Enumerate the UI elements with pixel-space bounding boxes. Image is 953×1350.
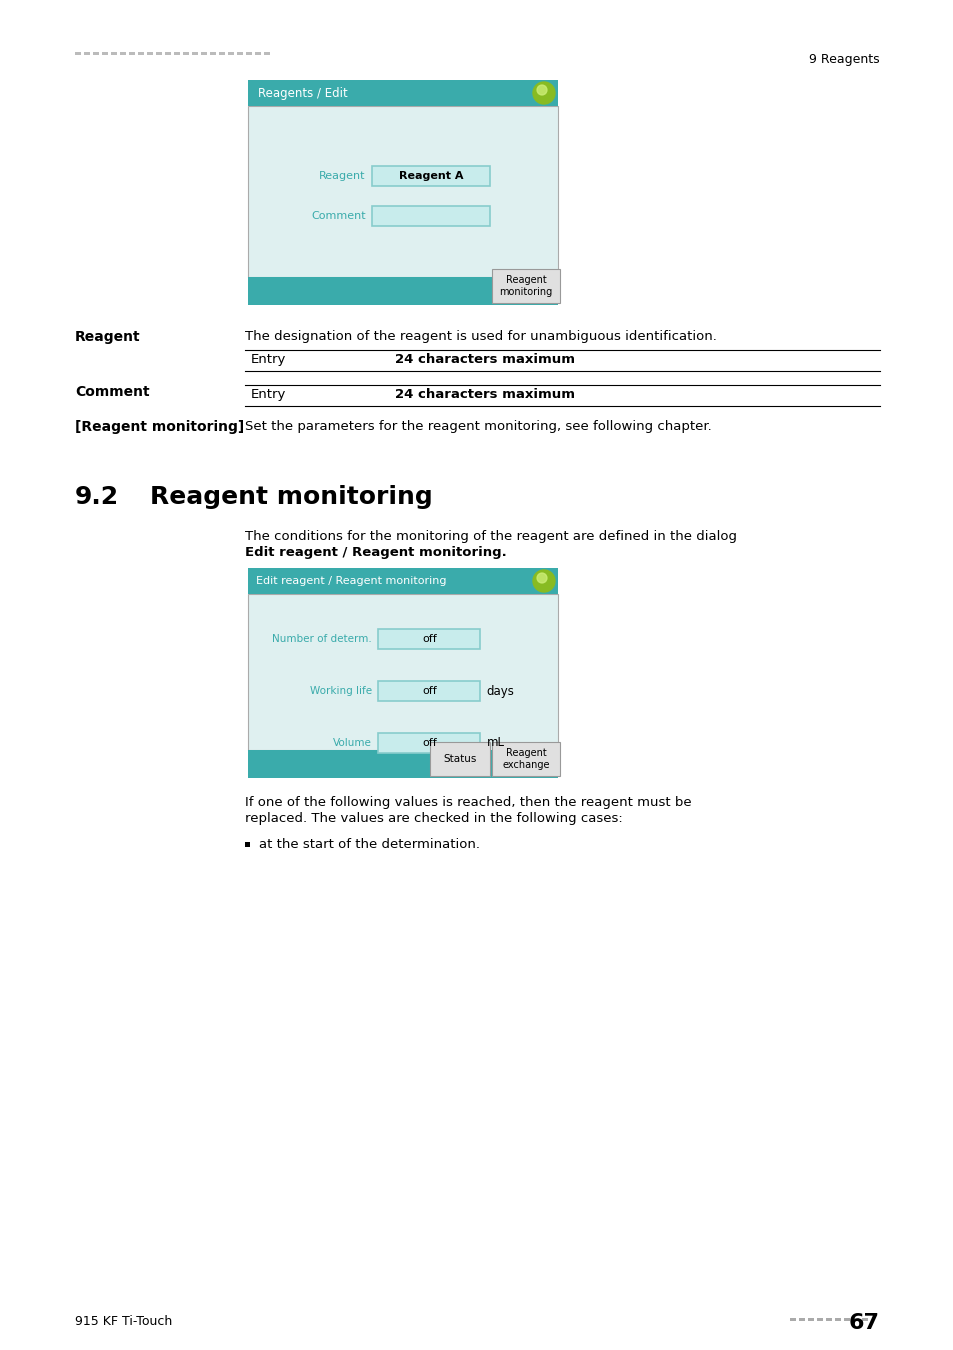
Text: Reagents / Edit: Reagents / Edit	[257, 86, 348, 100]
Text: replaced. The values are checked in the following cases:: replaced. The values are checked in the …	[245, 811, 622, 825]
Bar	[430, 743, 490, 776]
Bar	[156, 53, 162, 55]
Bar	[377, 733, 480, 753]
Text: off: off	[421, 738, 436, 748]
Bar	[228, 53, 233, 55]
Bar	[799, 1318, 804, 1322]
Bar	[183, 53, 189, 55]
Bar	[377, 629, 480, 649]
Bar	[102, 53, 108, 55]
Text: If one of the following values is reached, then the reagent must be: If one of the following values is reache…	[245, 796, 691, 809]
Bar	[138, 53, 144, 55]
Bar	[807, 1318, 813, 1322]
Bar	[372, 166, 489, 186]
Bar	[825, 1318, 831, 1322]
Bar	[165, 53, 171, 55]
Bar	[248, 277, 558, 305]
Bar	[492, 269, 559, 302]
Text: 9.2: 9.2	[75, 485, 119, 509]
Bar	[248, 107, 558, 277]
Text: at the start of the determination.: at the start of the determination.	[258, 838, 479, 850]
Text: Set the parameters for the reagent monitoring, see following chapter.: Set the parameters for the reagent monit…	[245, 420, 711, 433]
Bar	[92, 53, 99, 55]
Text: Comment: Comment	[75, 385, 150, 400]
Bar	[246, 53, 252, 55]
Circle shape	[537, 85, 546, 94]
Bar	[843, 1318, 849, 1322]
Circle shape	[533, 570, 555, 593]
Bar	[201, 53, 207, 55]
Bar	[111, 53, 117, 55]
Text: off: off	[421, 634, 436, 644]
Text: Entry: Entry	[251, 352, 286, 366]
Text: Reagent: Reagent	[75, 329, 140, 344]
Bar	[192, 53, 198, 55]
Bar	[210, 53, 215, 55]
Bar	[816, 1318, 822, 1322]
Text: The conditions for the monitoring of the reagent are defined in the dialog: The conditions for the monitoring of the…	[245, 531, 737, 543]
Bar	[75, 53, 81, 55]
Text: Reagent
exchange: Reagent exchange	[501, 748, 549, 770]
Bar	[219, 53, 225, 55]
Text: Edit reagent / Reagent monitoring: Edit reagent / Reagent monitoring	[255, 576, 446, 586]
Text: Reagent monitoring: Reagent monitoring	[150, 485, 433, 509]
Bar	[862, 1318, 867, 1322]
Bar	[264, 53, 270, 55]
Text: off: off	[421, 686, 436, 697]
Text: Entry: Entry	[251, 387, 286, 401]
Text: Volume: Volume	[333, 738, 372, 748]
Text: Edit reagent / Reagent monitoring.: Edit reagent / Reagent monitoring.	[245, 545, 506, 559]
Text: Comment: Comment	[311, 211, 365, 221]
Text: Reagent
monitoring: Reagent monitoring	[498, 275, 552, 297]
Circle shape	[533, 82, 555, 104]
Text: mL: mL	[486, 737, 504, 749]
Bar	[372, 205, 489, 225]
Text: 67: 67	[848, 1314, 879, 1332]
Text: 915 KF Ti-Touch: 915 KF Ti-Touch	[75, 1315, 172, 1328]
Bar	[789, 1318, 795, 1322]
Bar	[120, 53, 126, 55]
Text: days: days	[486, 684, 514, 698]
Bar	[245, 842, 250, 846]
Text: Reagent: Reagent	[319, 171, 365, 181]
Bar	[248, 568, 558, 594]
Text: Working life: Working life	[310, 686, 372, 697]
Text: The designation of the reagent is used for unambiguous identification.: The designation of the reagent is used f…	[245, 329, 716, 343]
Bar	[248, 80, 558, 107]
Bar	[248, 594, 558, 751]
Bar	[834, 1318, 841, 1322]
Text: 24 characters maximum: 24 characters maximum	[395, 387, 575, 401]
Bar	[492, 743, 559, 776]
Bar	[377, 680, 480, 701]
Bar	[254, 53, 261, 55]
Bar	[852, 1318, 858, 1322]
Bar	[129, 53, 135, 55]
Bar	[248, 751, 558, 778]
Text: [Reagent monitoring]: [Reagent monitoring]	[75, 420, 244, 433]
Text: Reagent A: Reagent A	[398, 171, 462, 181]
Text: 9 Reagents: 9 Reagents	[808, 53, 879, 66]
Text: 24 characters maximum: 24 characters maximum	[395, 352, 575, 366]
Text: Number of determ.: Number of determ.	[272, 634, 372, 644]
Bar	[84, 53, 90, 55]
Bar	[236, 53, 243, 55]
Bar	[173, 53, 180, 55]
Bar	[147, 53, 152, 55]
Text: Status: Status	[443, 755, 476, 764]
Circle shape	[537, 572, 546, 583]
